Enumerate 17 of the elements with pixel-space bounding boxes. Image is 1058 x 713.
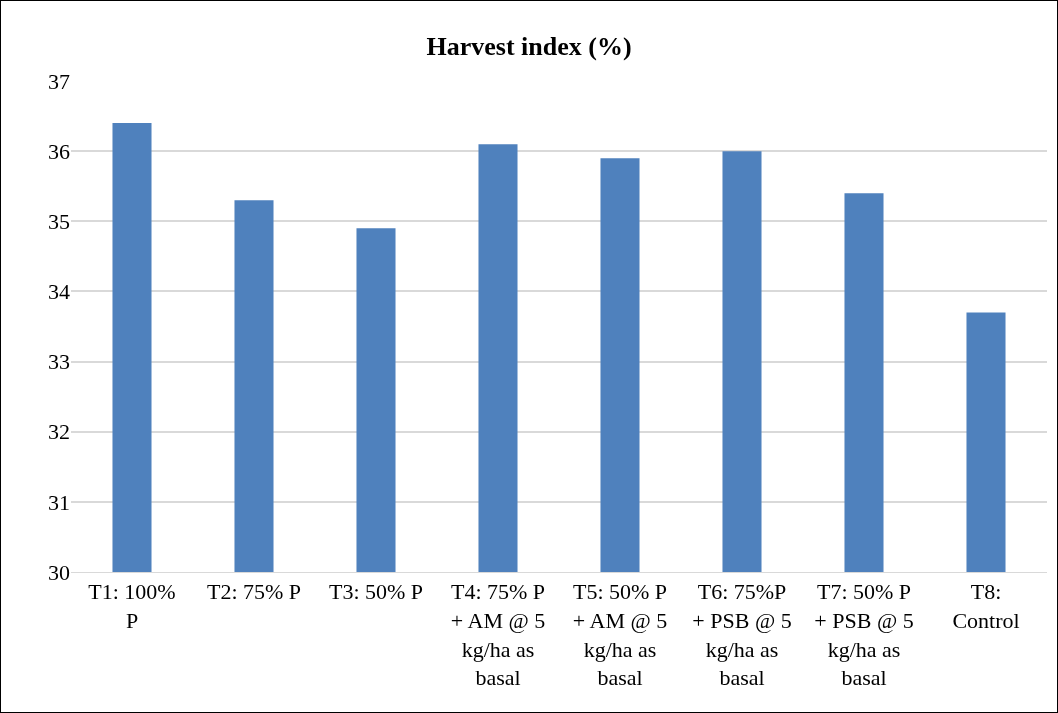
y-tick-label: 37 bbox=[48, 68, 70, 94]
x-tick-label: T3: 50% P bbox=[328, 579, 424, 605]
y-tick-label: 30 bbox=[48, 559, 70, 585]
y-tick-label: 36 bbox=[48, 138, 70, 164]
y-tick-label: 31 bbox=[48, 489, 70, 515]
chart-title: Harvest index (%) bbox=[426, 31, 632, 61]
y-tick-label: 32 bbox=[48, 419, 70, 445]
x-tick-label: T6: 75%P + PSB @ 5 kg/ha as basal bbox=[692, 579, 792, 691]
y-tick-label: 34 bbox=[48, 279, 70, 305]
x-tick-label: T2: 75% P bbox=[206, 579, 302, 605]
x-tick-label: T7: 50% P + PSB @ 5 kg/ha as basal bbox=[814, 579, 914, 691]
y-tick-label: 35 bbox=[48, 208, 70, 234]
y-tick-label: 33 bbox=[48, 349, 70, 375]
x-tick-label: T5: 50% P + AM @ 5 kg/ha as basal bbox=[572, 579, 668, 691]
x-tick-label: T8: Control bbox=[952, 579, 1020, 633]
x-tick-label: T1: 100% P bbox=[88, 579, 176, 633]
x-tick-label: T4: 75% P + AM @ 5 kg/ha as basal bbox=[450, 579, 546, 691]
